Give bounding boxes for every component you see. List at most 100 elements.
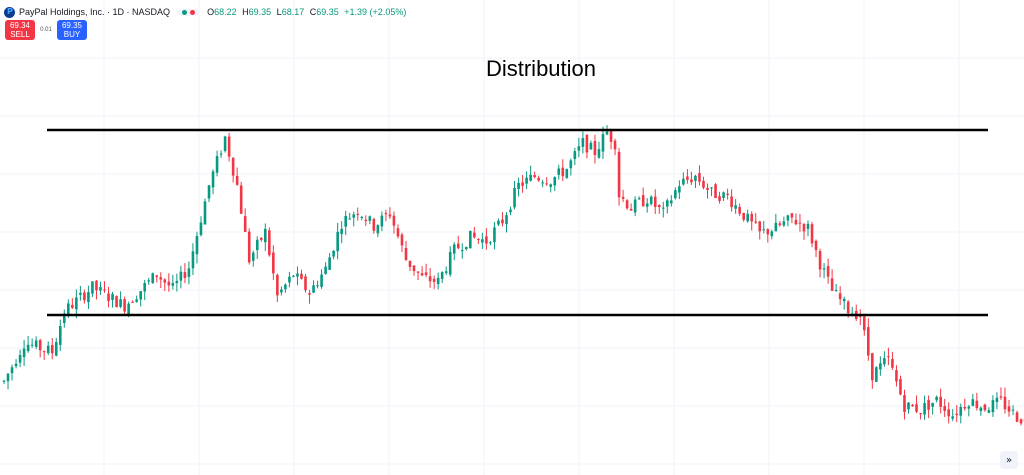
candlestick-series xyxy=(2,125,1024,426)
candle xyxy=(428,267,432,288)
candle xyxy=(774,213,778,232)
candle-body xyxy=(50,345,54,354)
candle-body xyxy=(879,363,882,370)
candle-body xyxy=(95,280,98,291)
candle-body xyxy=(561,167,565,177)
candle xyxy=(895,365,898,387)
candle-body xyxy=(103,289,106,291)
candle-body xyxy=(38,340,42,351)
scroll-to-realtime-button[interactable]: » xyxy=(1000,451,1018,469)
candle-body xyxy=(42,351,46,353)
candle-body xyxy=(284,284,287,290)
candle xyxy=(533,171,536,179)
candle-body xyxy=(581,138,585,147)
candle-body xyxy=(577,146,581,151)
candle xyxy=(593,134,597,164)
candle-body xyxy=(653,196,657,207)
candle-body xyxy=(738,207,741,214)
candle-body xyxy=(718,196,721,201)
candle-body xyxy=(151,273,155,284)
candle xyxy=(786,214,790,227)
candle xyxy=(300,269,303,280)
candle-body xyxy=(312,285,315,293)
candle xyxy=(963,398,967,411)
candle xyxy=(609,128,613,150)
candle-body xyxy=(131,301,134,303)
candle-body xyxy=(416,271,420,273)
candle-body xyxy=(115,296,118,308)
candle-body xyxy=(971,399,975,406)
candle-body xyxy=(167,281,171,286)
buy-button[interactable]: 69.35 BUY xyxy=(57,20,87,40)
candle-body xyxy=(119,299,122,307)
candle xyxy=(834,283,838,292)
candle xyxy=(979,406,983,416)
candle xyxy=(404,241,408,261)
candle xyxy=(1015,410,1019,423)
market-status-pill[interactable] xyxy=(178,8,200,16)
paypal-logo-icon xyxy=(4,6,15,18)
candle-body xyxy=(408,260,412,267)
candle-body xyxy=(686,176,689,180)
candle xyxy=(380,211,384,232)
candle xyxy=(883,351,886,367)
candle xyxy=(959,403,963,424)
candle-body xyxy=(440,272,444,279)
candle-body xyxy=(30,344,34,346)
sell-button[interactable]: 69.34 SELL xyxy=(5,20,35,40)
candle-body xyxy=(975,400,979,408)
candle xyxy=(617,147,621,206)
candle-body xyxy=(223,136,227,152)
candle xyxy=(63,309,66,328)
candle-body xyxy=(392,215,396,226)
candle xyxy=(509,206,512,216)
candle-body xyxy=(143,283,146,292)
candle xyxy=(653,189,657,215)
candle-body xyxy=(794,219,798,225)
candle xyxy=(320,269,323,289)
candle-body xyxy=(633,199,637,213)
candle-body xyxy=(436,277,440,285)
candle xyxy=(372,217,376,234)
candle-body xyxy=(927,400,930,410)
candle-body xyxy=(750,213,754,222)
change-value: +1.39 (+2.05%) xyxy=(344,7,407,17)
candle xyxy=(810,222,814,248)
candle-body xyxy=(71,305,74,308)
candle-body xyxy=(239,185,243,214)
candle xyxy=(207,184,211,203)
candle-body xyxy=(300,273,303,279)
candle xyxy=(119,291,122,309)
candle-body xyxy=(356,213,360,215)
candle xyxy=(991,395,995,417)
candle xyxy=(983,403,987,412)
candle-body xyxy=(139,291,142,300)
trend-lines[interactable] xyxy=(47,128,988,317)
candle-body xyxy=(911,404,914,407)
candle xyxy=(195,231,199,264)
candle-body xyxy=(304,276,307,291)
candle-body xyxy=(58,326,62,345)
candle-body xyxy=(83,292,86,301)
data-status-icon xyxy=(190,9,196,15)
high-label: H xyxy=(242,7,249,17)
candle-body xyxy=(1019,419,1023,424)
candle xyxy=(432,275,436,290)
candle-body xyxy=(501,219,504,224)
candle-body xyxy=(517,182,520,190)
candle-body xyxy=(460,250,464,252)
candle xyxy=(637,196,641,200)
candle xyxy=(670,195,673,207)
candle xyxy=(842,296,846,310)
candle xyxy=(621,189,625,203)
candle-body xyxy=(899,378,902,395)
candle-body xyxy=(199,222,203,236)
candle-body xyxy=(915,404,918,412)
candle-body xyxy=(637,198,641,200)
candle xyxy=(392,211,396,234)
candle-body xyxy=(951,416,955,419)
candle xyxy=(264,223,267,252)
symbol-title[interactable]: PayPal Holdings, Inc. · 1D · NASDAQ xyxy=(19,7,171,17)
